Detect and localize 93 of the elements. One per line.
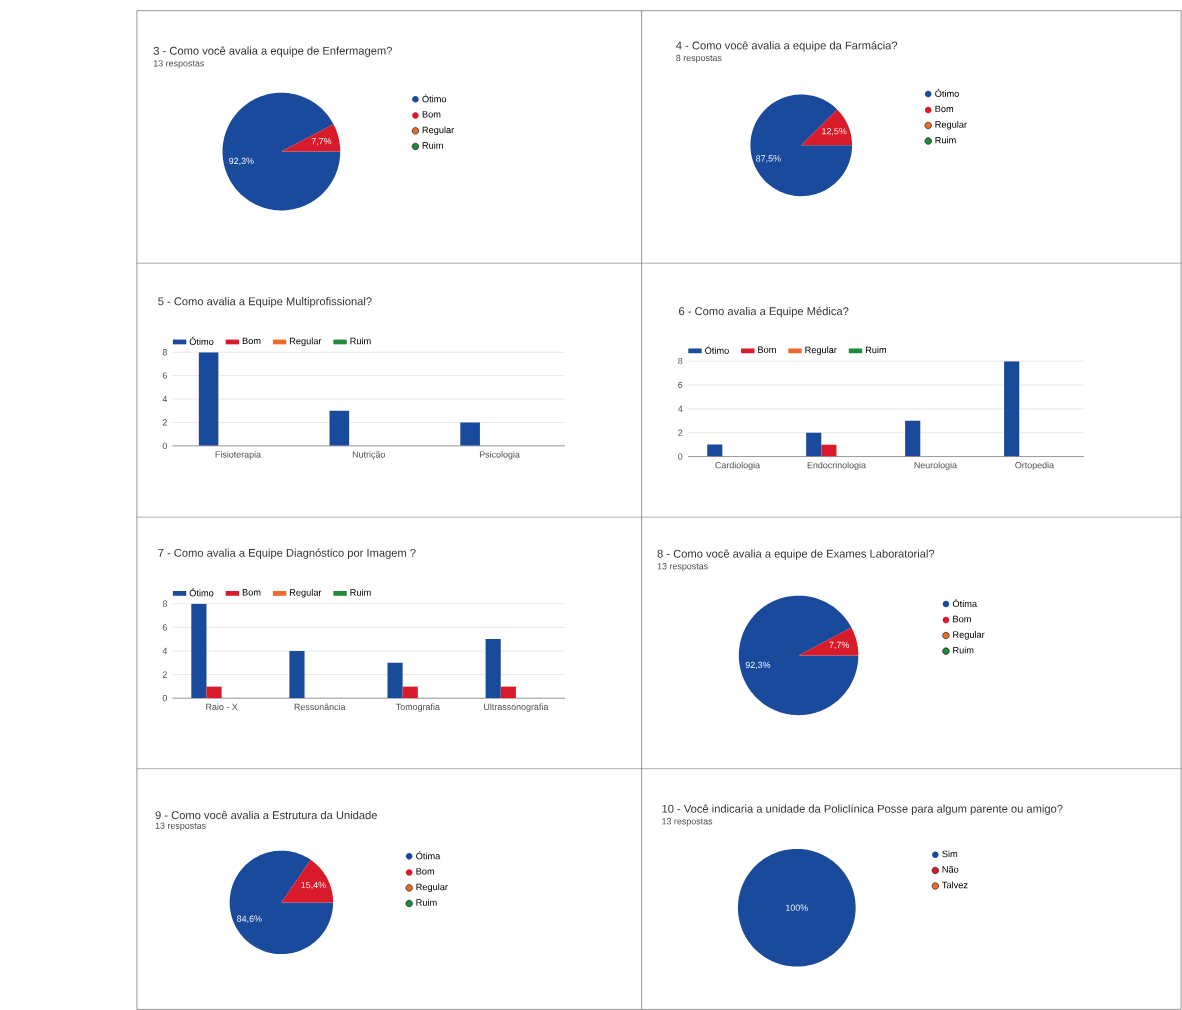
x-tick-label: Tomografia — [395, 703, 440, 712]
data-label: 92,3% — [229, 157, 254, 166]
chart-subtitle: 13 respostas — [153, 60, 204, 69]
legend-label: Ótimo — [189, 336, 214, 345]
y-tick-label: 0 — [162, 694, 167, 702]
y-tick-label: 8 — [162, 600, 167, 607]
legend-label: Regular — [416, 883, 448, 892]
x-tick-label: Psicologia — [479, 450, 520, 460]
chart-title: 6 - Como avalia a Equipe Médica? — [679, 306, 849, 318]
legend-label: Ruim — [422, 141, 443, 149]
legend-label: Ruim — [865, 346, 887, 354]
data-label: 92,3% — [745, 661, 771, 669]
y-tick-label: 6 — [678, 381, 683, 389]
legend-label: Ruim — [935, 136, 956, 144]
y-tick-label: 4 — [162, 395, 168, 402]
legend-label: Bom — [935, 105, 954, 113]
y-tick-label: 2 — [678, 429, 683, 436]
legend-label: Ruim — [350, 588, 371, 596]
bar — [905, 420, 921, 457]
bar — [206, 686, 222, 699]
legend-label: Bom — [242, 588, 261, 596]
chart-title: 9 - Como você avalia a Estrutura da Unidade — [155, 810, 377, 819]
x-tick-label: Ressonância — [294, 703, 346, 710]
legend-label: Bom — [758, 346, 776, 353]
chart-subtitle: 13 respostas — [155, 822, 206, 831]
x-tick-label: Endocrinologia — [807, 461, 866, 470]
bar — [289, 650, 305, 699]
y-tick-label: 4 — [162, 647, 168, 654]
data-label: 7,7% — [311, 137, 332, 146]
legend-label: Ruim — [416, 898, 437, 906]
legend-label: Regular — [422, 126, 455, 135]
data-label: 87,5% — [756, 155, 781, 163]
legend-label: Regular — [289, 588, 322, 598]
chart-title: 3 - Como você avalia a equipe de Enfermagem? — [153, 46, 392, 57]
y-tick-label: 4 — [678, 405, 683, 412]
y-tick-label: 2 — [162, 671, 167, 678]
x-tick-label: Fisioterapia — [215, 450, 262, 460]
chart-title: 8 - Como você avalia a equipe de Exames Laboratorial? — [657, 549, 935, 560]
bar — [329, 410, 350, 446]
bar — [387, 662, 403, 699]
chart-title: 5 - Como avalia a Equipe Multiprofissional? — [158, 296, 372, 308]
data-label: 15,4% — [301, 881, 326, 890]
x-tick-label: Neurologia — [914, 461, 957, 470]
chart-subtitle: 13 respostas — [657, 562, 708, 571]
bar — [485, 638, 501, 699]
y-tick-label: 6 — [162, 624, 167, 631]
legend-label: Regular — [935, 120, 967, 130]
bar — [191, 603, 207, 699]
x-tick-label: Ultrassonografia — [484, 703, 549, 712]
bar — [402, 686, 418, 699]
legend-label: Ótima — [952, 598, 978, 607]
legend-label: Ótimo — [422, 94, 447, 103]
legend-label: Não — [942, 865, 959, 873]
chart-subtitle: 13 respostas — [662, 817, 713, 827]
bar — [821, 444, 837, 457]
y-tick-label: 2 — [162, 419, 167, 426]
legend-label: Regular — [289, 337, 322, 346]
bar — [500, 686, 516, 699]
chart-title: 4 - Como você avalia a equipe da Farmácia? — [676, 40, 898, 52]
chart-subtitle: 8 respostas — [676, 54, 722, 63]
legend-label: Ótimo — [705, 345, 729, 354]
legend-label: Bom — [242, 337, 261, 344]
legend-label: Regular — [953, 630, 985, 640]
legend-label: Bom — [422, 111, 441, 118]
data-label: 100% — [786, 904, 808, 911]
y-tick-label: 6 — [162, 372, 167, 379]
x-tick-label: Ortopedia — [1015, 461, 1054, 470]
x-tick-label: Raio - X — [206, 703, 238, 710]
data-label: 84,6% — [237, 915, 262, 923]
bar — [198, 352, 219, 446]
bar — [460, 422, 480, 446]
chart-title: 10 - Você indicaria a unidade da Policlínica Posse para algum parente ou amigo? — [662, 804, 1063, 815]
legend-label: Bom — [416, 868, 435, 875]
data-label: 7,7% — [829, 641, 850, 649]
legend-label: Ruim — [953, 646, 974, 654]
y-tick-label: 0 — [162, 442, 167, 449]
legend-label: Talvez — [942, 881, 968, 889]
legend-label: Ótima — [416, 851, 441, 860]
bar — [806, 432, 822, 457]
x-tick-label: Cardiologia — [715, 461, 761, 470]
legend-label: Regular — [805, 346, 837, 355]
data-label: 12,5% — [822, 127, 847, 136]
legend-label: Sim — [942, 850, 958, 858]
y-tick-label: 0 — [678, 453, 683, 460]
chart-title: 7 - Como avalia a Equipe Diagnóstico por Imagem ? — [158, 548, 416, 559]
bar — [1004, 360, 1020, 457]
legend-label: Ruim — [350, 337, 371, 345]
y-tick-label: 8 — [678, 357, 683, 365]
legend-label: Bom — [953, 615, 971, 623]
legend-label: Ótimo — [189, 588, 214, 597]
y-tick-label: 8 — [162, 348, 167, 356]
x-tick-label: Nutrição — [352, 450, 385, 460]
legend-label: Ótimo — [935, 88, 959, 97]
